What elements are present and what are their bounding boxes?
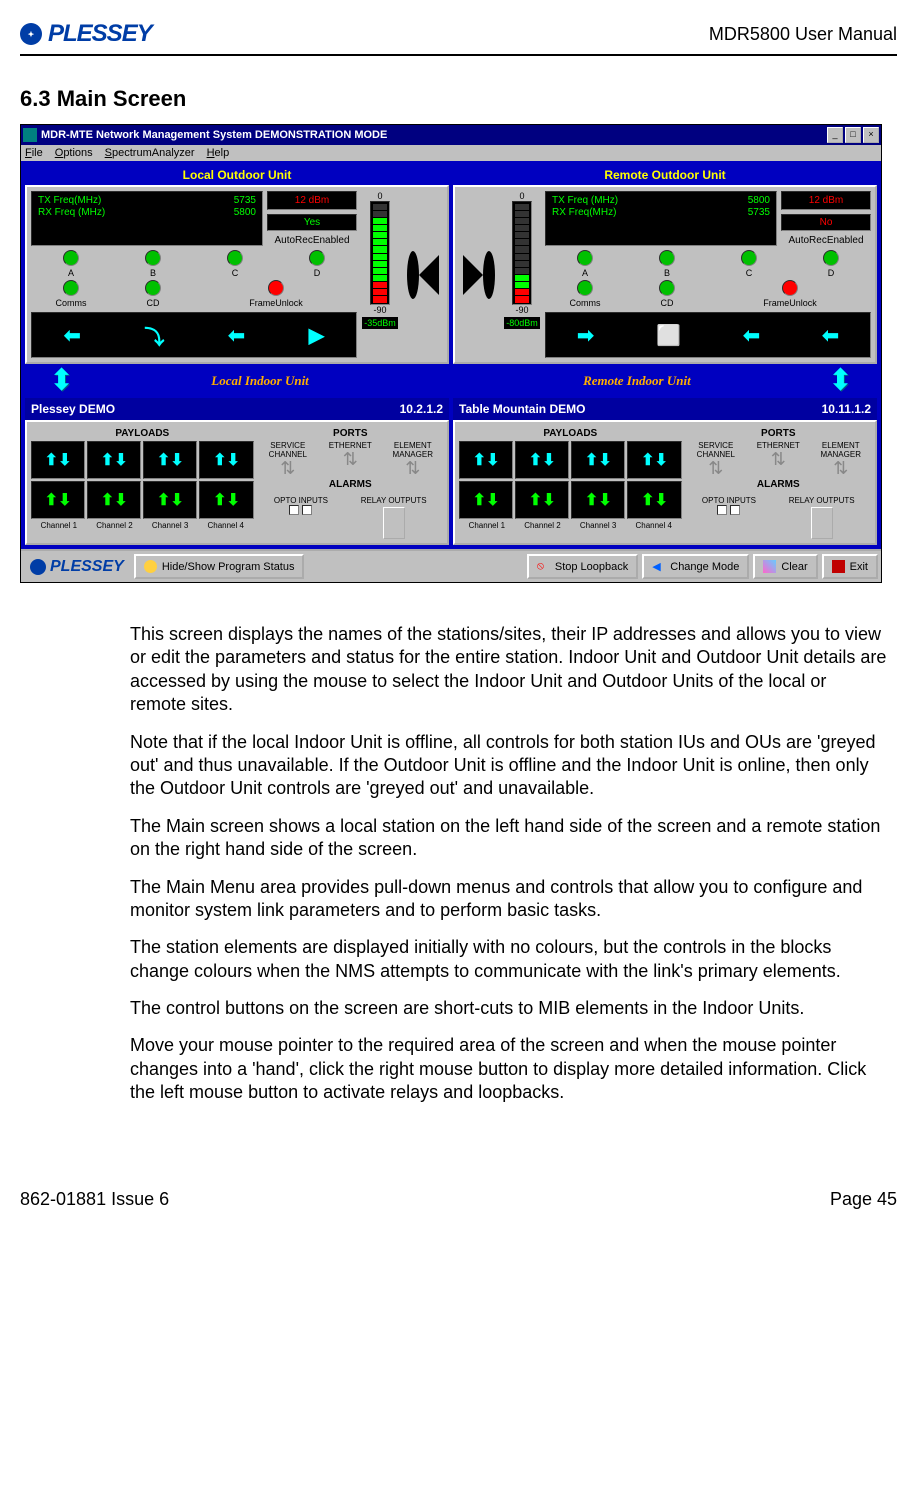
body-text: This screen displays the names of the st… [20,623,897,1105]
close-button[interactable]: × [863,127,879,143]
paragraph: The Main Menu area provides pull-down me… [130,876,887,923]
arrow-right-icon: ▶ [309,323,324,348]
link-arrows-row: ⬍ Local Indoor Unit Remote Indoor Unit ⬍ [25,364,877,398]
footer-right: Page 45 [830,1189,897,1210]
antenna-icon [459,191,499,358]
hide-show-button[interactable]: Hide/Show Program Status [134,554,305,579]
window-title: MDR-MTE Network Management System DEMONS… [41,129,387,141]
local-alarms[interactable]: OPTO INPUTS RELAY OUTPUTS [258,492,443,539]
remote-iu-heading: Remote Indoor Unit [583,373,691,389]
statusbar: PLESSEY Hide/Show Program Status ⦸ Stop … [21,549,881,582]
menu-options[interactable]: Options [55,147,93,159]
local-freq-box[interactable]: TX Freq(MHz)5735 RX Freq (MHz)5800 [31,191,263,246]
local-ou-panel[interactable]: TX Freq(MHz)5735 RX Freq (MHz)5800 12 dB… [25,185,449,364]
local-ou-heading: Local Outdoor Unit [25,165,449,185]
paragraph: The Main screen shows a local station on… [130,815,887,862]
paragraph: Move your mouse pointer to the required … [130,1034,887,1104]
arrow-right-icon: ➡ [577,323,594,348]
change-mode-button[interactable]: ◀ Change Mode [642,554,749,579]
menubar[interactable]: File Options SpectrumAnalyzer Help [21,145,881,161]
exit-icon [832,560,845,573]
footer-left: 862-01881 Issue 6 [20,1189,169,1210]
local-ports-grid[interactable]: SERVICE CHANNEL⇅ ETHERNET⇅ ELEMENT MANAG… [258,441,443,477]
remote-autorec-lbl: AutoRecEnabled [788,235,863,246]
arrow-box-icon: ⬜ [656,323,681,348]
remote-iu-panel[interactable]: Table Mountain DEMO 10.11.1.2 PAYLOADS ⬆… [453,398,877,545]
maximize-button[interactable]: □ [845,127,861,143]
local-led-grid[interactable]: A B C D Comms CD FrameUnlock [31,250,357,308]
remote-power[interactable]: 12 dBm [781,191,871,210]
statusbar-logo: PLESSEY [24,558,130,576]
doc-title: MDR5800 User Manual [709,24,897,45]
stop-icon: ⦸ [537,560,550,573]
local-loopback-diagram[interactable]: ⬅ ⤵ ⬅ ▶ [31,312,357,358]
meter-top-label: 0 [377,191,382,201]
remote-freq-box[interactable]: TX Freq (MHz)5800 RX Freq(MHz)5735 [545,191,777,246]
local-signal-meter[interactable] [370,201,390,305]
menu-spectrum[interactable]: SpectrumAnalyzer [105,147,195,159]
eraser-icon [763,560,776,573]
arrow-left-icon: ⬅ [743,323,760,348]
remote-payload-grid[interactable]: ⬆⬇⬆⬇⬆⬇⬆⬇ ⬆⬇⬆⬇⬆⬇⬆⬇ [459,441,682,519]
arrow-left-icon: ⬅ [822,323,839,348]
local-payload-grid[interactable]: ⬆⬇⬆⬇⬆⬇⬆⬇ ⬆⬇⬆⬇⬆⬇⬆⬇ [31,441,254,519]
remote-led-grid[interactable]: A B C D Comms CD FrameUnlock [545,250,871,308]
brand-logo: ✦ PLESSEY [20,20,152,48]
exit-button[interactable]: Exit [822,554,878,579]
bulb-icon [144,560,157,573]
remote-ou-panel[interactable]: 0 -90 -80dBm [453,185,877,364]
local-iu-heading: Local Indoor Unit [211,373,309,389]
antenna-icon [403,191,443,358]
stop-loopback-button[interactable]: ⦸ Stop Loopback [527,554,638,579]
remote-ports-grid[interactable]: SERVICE CHANNEL⇅ ETHERNET⇅ ELEMENT MANAG… [686,441,871,477]
menu-file[interactable]: File [25,147,43,159]
app-icon [23,128,37,142]
ports-label: PORTS [258,426,443,441]
logo-icon [30,559,46,575]
alarms-label: ALARMS [258,477,443,492]
arrow-left-icon: ⬅ [64,323,81,348]
payloads-label: PAYLOADS [31,426,254,441]
logo-icon: ✦ [20,23,42,45]
remote-loopback-diagram[interactable]: ➡ ⬜ ⬅ ⬅ [545,312,871,358]
arrow-icon: ◀ [652,560,665,573]
remote-signal-meter[interactable] [512,201,532,305]
section-heading: 6.3 Main Screen [20,86,897,112]
remote-iu-name: Table Mountain DEMO [459,402,585,416]
local-autorec-val[interactable]: Yes [267,214,357,231]
remote-autorec-val[interactable]: No [781,214,871,231]
paragraph: Note that if the local Indoor Unit is of… [130,731,887,801]
updown-arrow-icon: ⬍ [49,366,74,396]
paragraph: This screen displays the names of the st… [130,623,887,717]
arrow-left-icon: ⬅ [228,323,245,348]
arrow-loop-icon: ⤵ [144,321,164,350]
clear-button[interactable]: Clear [753,554,817,579]
logo-text: PLESSEY [48,20,152,48]
local-meter-reading: -35dBm [362,317,398,329]
remote-iu-ip: 10.11.1.2 [822,402,871,416]
local-power[interactable]: 12 dBm [267,191,357,210]
remote-alarms[interactable]: OPTO INPUTS RELAY OUTPUTS [686,492,871,539]
paragraph: The control buttons on the screen are sh… [130,997,887,1020]
local-iu-name: Plessey DEMO [31,402,115,416]
local-iu-panel[interactable]: Plessey DEMO 10.2.1.2 PAYLOADS ⬆⬇⬆⬇⬆⬇⬆⬇ … [25,398,449,545]
local-autorec-lbl: AutoRecEnabled [274,235,349,246]
local-iu-ip: 10.2.1.2 [400,402,443,416]
minimize-button[interactable]: _ [827,127,843,143]
remote-meter-reading: -80dBm [504,317,540,329]
app-window[interactable]: MDR-MTE Network Management System DEMONS… [20,124,882,583]
menu-help[interactable]: Help [207,147,230,159]
paragraph: The station elements are displayed initi… [130,936,887,983]
remote-ou-heading: Remote Outdoor Unit [453,165,877,185]
titlebar[interactable]: MDR-MTE Network Management System DEMONS… [21,125,881,145]
updown-arrow-icon: ⬍ [828,366,853,396]
